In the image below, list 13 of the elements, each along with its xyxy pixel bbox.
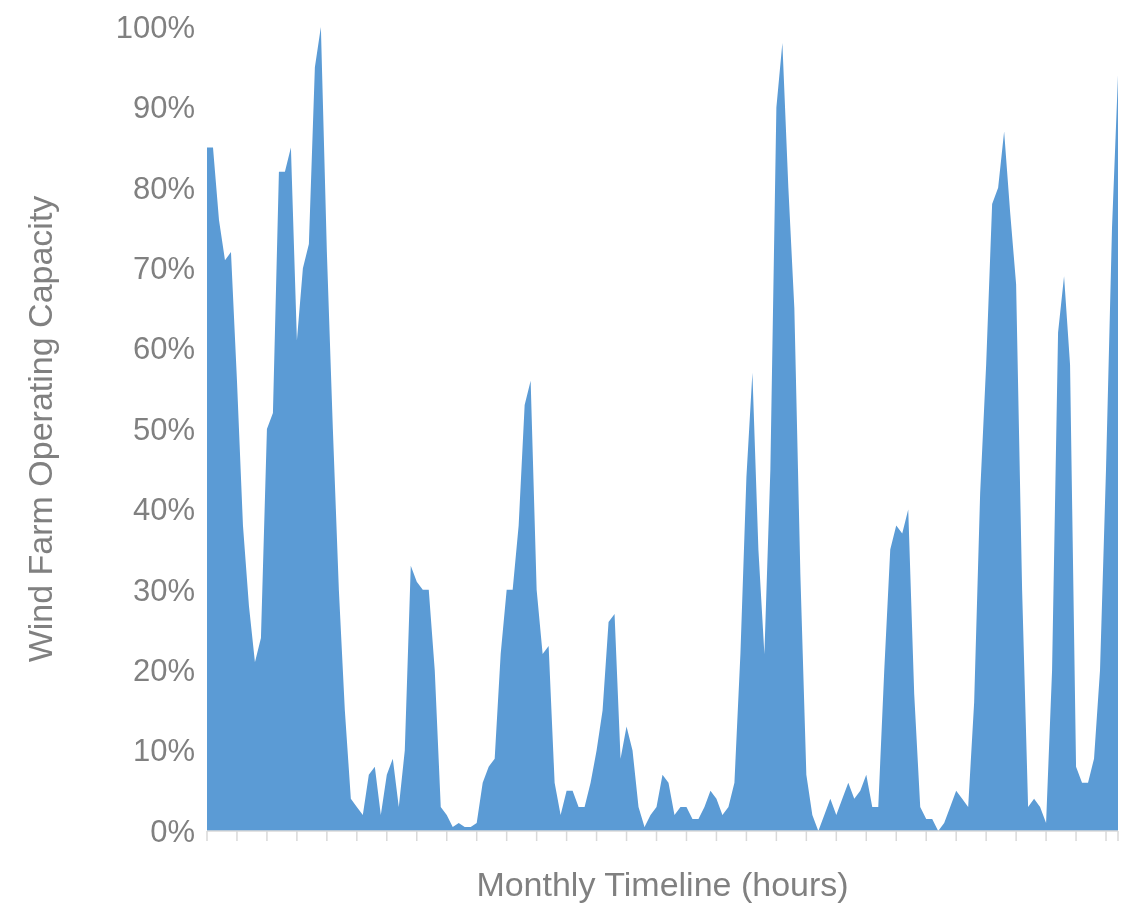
y-tick-label: 100% — [115, 9, 195, 45]
y-tick-label: 10% — [132, 733, 195, 769]
y-tick-label: 20% — [132, 653, 195, 689]
y-tick-label: 80% — [132, 170, 195, 206]
y-tick-label: 30% — [132, 572, 195, 608]
y-tick-label: 50% — [132, 411, 195, 447]
x-axis-title: Monthly Timeline (hours) — [476, 865, 849, 903]
y-tick-label: 0% — [150, 813, 195, 849]
y-tick-label: 40% — [132, 492, 195, 528]
y-tick-label: 70% — [132, 251, 195, 287]
y-tick-label: 60% — [132, 331, 195, 367]
y-tick-label: 90% — [132, 90, 195, 126]
y-axis-title: Wind Farm Operating Capacity — [21, 195, 59, 663]
